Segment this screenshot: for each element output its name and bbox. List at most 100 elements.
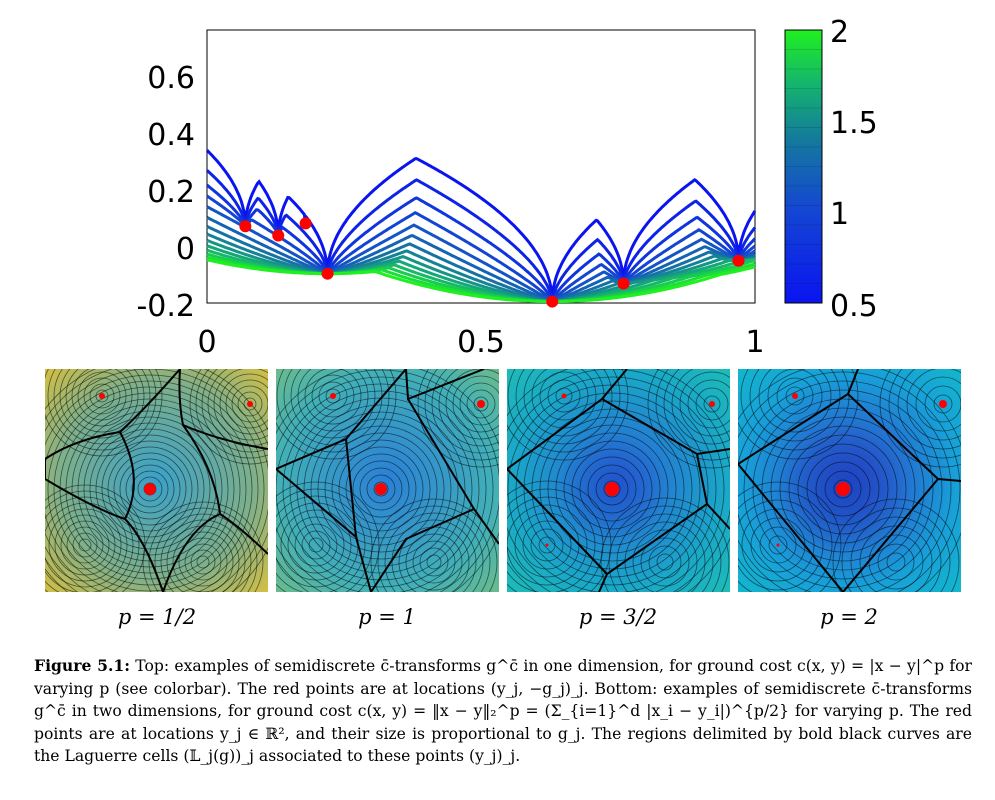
red-points [239, 217, 745, 308]
contour-ring [276, 383, 487, 592]
contour-ring [276, 481, 380, 592]
laguerre-cell-boundary [738, 369, 961, 592]
contour-ring [45, 369, 163, 457]
contour-ring [107, 446, 193, 532]
contour-ring [770, 416, 916, 562]
contour-ring [555, 387, 573, 405]
x-tick: 0 [197, 325, 216, 360]
contour-ring [301, 530, 331, 560]
contour-ring [695, 387, 729, 421]
contour-ring [933, 394, 953, 414]
contour-ring [77, 371, 127, 421]
contour-ring [507, 504, 588, 586]
contour-ring [276, 376, 494, 592]
contour-ring [632, 529, 698, 592]
contour-ring [189, 369, 268, 465]
contour-ring [752, 398, 934, 580]
contour-ring [640, 537, 690, 587]
contour-ring [507, 496, 596, 592]
transform-curves [205, 149, 757, 306]
red-point [99, 393, 105, 399]
contour-ring [45, 490, 140, 592]
contour-ring [600, 497, 730, 592]
contour-rings [738, 369, 961, 592]
contour-ring [579, 456, 645, 522]
contour-ring [879, 369, 961, 468]
colorbar-tick: 1.5 [830, 106, 878, 141]
contour-ring [154, 513, 252, 592]
contour-rings [879, 369, 961, 468]
colorbar-tick: 1 [830, 197, 849, 232]
contour-ring [749, 369, 841, 442]
red-point [605, 482, 619, 496]
red-point [776, 543, 780, 547]
transform-curve [205, 149, 757, 302]
colorbar: 2 1.5 1 0.5 [784, 15, 878, 324]
contour-ring [338, 446, 424, 532]
contour-ring [65, 369, 139, 433]
y-tick: 0 [176, 232, 195, 267]
contour-ring [850, 516, 942, 592]
contour-ring [276, 488, 373, 592]
contour-ring [417, 369, 499, 468]
contour-ring [538, 536, 556, 554]
contour-ring [438, 369, 499, 447]
contour-ring [172, 531, 234, 592]
contour-ring [759, 526, 797, 564]
contour-rings [647, 369, 730, 469]
contour-ring [741, 508, 815, 582]
transform-curve [206, 258, 756, 304]
contour-ring [290, 369, 376, 439]
contour-ring [71, 369, 133, 427]
contour-ring [276, 369, 499, 592]
contour-ring [555, 432, 669, 546]
contour-ring [888, 369, 961, 459]
contour-ring [78, 538, 92, 552]
contour-ring [45, 380, 259, 592]
contour-ring [303, 411, 459, 567]
y-tick: 0.6 [147, 61, 195, 96]
contour-ring [522, 520, 572, 570]
colorbar-tick: 2 [830, 15, 849, 50]
contour-ring [419, 547, 449, 577]
contour-ring [877, 543, 915, 581]
contour-ring [308, 537, 324, 553]
contour-ring [761, 407, 925, 571]
panel-label: p = 1 [358, 605, 416, 629]
red-point [617, 277, 630, 290]
figure-caption: Figure 5.1: Top: examples of semidiscret… [34, 655, 972, 768]
contour-ring [824, 470, 862, 508]
transform-curve [206, 225, 756, 304]
contour-ring [282, 390, 480, 588]
contour-ring [311, 374, 355, 418]
contour-ring [318, 381, 348, 411]
laguerre-cell-boundary [507, 369, 730, 592]
contour-ring [679, 371, 730, 437]
contour-ring [60, 520, 110, 570]
contour-ring [616, 513, 714, 592]
red-point [330, 393, 336, 399]
contour-ring [924, 385, 961, 423]
contour-ring [507, 376, 725, 592]
top-plot: 0.6 0.4 0.2 0 -0.2 0 0.5 1 2 1.5 1 0.5 [136, 15, 877, 360]
contour-ring [148, 507, 258, 592]
contour-rings [370, 498, 498, 592]
panel-2 [276, 369, 499, 592]
contour-ring [45, 502, 128, 588]
contour-ring [608, 505, 722, 592]
contour-ring [539, 416, 685, 562]
y-tick: 0.2 [147, 175, 195, 210]
contour-ring [738, 369, 859, 460]
contour-ring [466, 389, 496, 419]
laguerre-cell-boundary [276, 369, 499, 592]
contour-ring [345, 453, 417, 525]
contour-ring [53, 369, 151, 445]
contour-ring [738, 371, 961, 592]
red-point [321, 267, 334, 280]
contour-ring [195, 369, 268, 459]
transform-curve [206, 183, 757, 306]
contour-ring [225, 379, 268, 429]
contour-ring [89, 428, 211, 550]
contour-ring [45, 496, 134, 592]
contour-ring [906, 369, 961, 441]
